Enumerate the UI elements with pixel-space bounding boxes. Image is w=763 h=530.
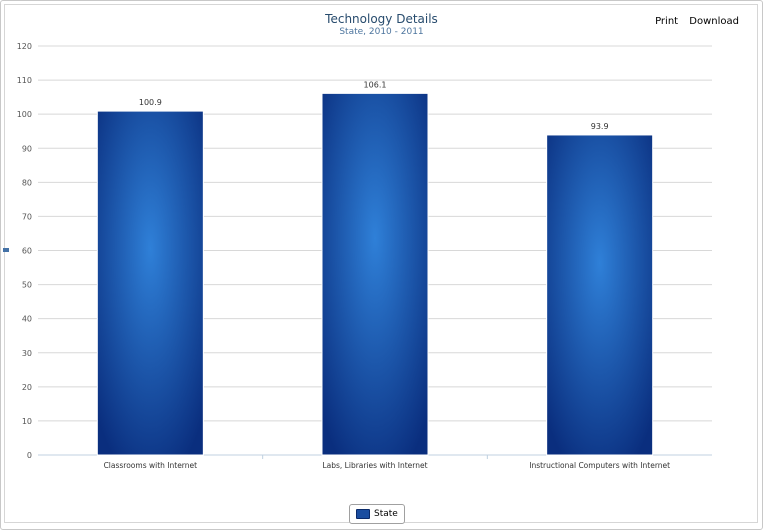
chart-subtitle: State, 2010 - 2011 xyxy=(339,27,424,37)
x-tick-label: Instructional Computers with Internet xyxy=(529,461,670,470)
y-tick-label: 110 xyxy=(17,76,32,85)
y-tick-label: 120 xyxy=(17,42,32,51)
print-button[interactable]: Print xyxy=(655,16,679,27)
y-tick-label: 40 xyxy=(22,315,32,324)
download-button[interactable]: Download xyxy=(689,16,739,27)
legend-swatch xyxy=(356,509,370,519)
y-tick-label: 90 xyxy=(22,144,32,153)
legend-label: State xyxy=(374,509,398,519)
y-tick-label: 80 xyxy=(22,178,32,187)
data-label: 93.9 xyxy=(591,122,609,131)
x-tick-label: Labs, Libraries with Internet xyxy=(322,461,427,470)
bar[interactable] xyxy=(546,134,654,456)
y-tick-label: 20 xyxy=(22,383,32,392)
y-tick-label: 60 xyxy=(22,247,32,256)
y-tick-label: 30 xyxy=(22,349,32,358)
y-tick-label: 70 xyxy=(22,212,32,221)
y-tick-label: 10 xyxy=(22,417,32,426)
chart-toolbar: Print Download xyxy=(647,16,739,27)
bar[interactable] xyxy=(96,110,204,456)
x-tick-label: Classrooms with Internet xyxy=(104,461,198,470)
y-tick-label: 0 xyxy=(27,451,32,460)
bar[interactable] xyxy=(321,92,429,456)
data-label: 106.1 xyxy=(364,80,387,89)
legend[interactable]: State xyxy=(349,504,405,524)
data-label: 100.9 xyxy=(139,98,162,107)
resize-handle[interactable] xyxy=(3,248,9,252)
y-tick-label: 50 xyxy=(22,281,32,290)
y-tick-label: 100 xyxy=(17,110,32,119)
chart-title: Technology Details xyxy=(325,12,438,26)
